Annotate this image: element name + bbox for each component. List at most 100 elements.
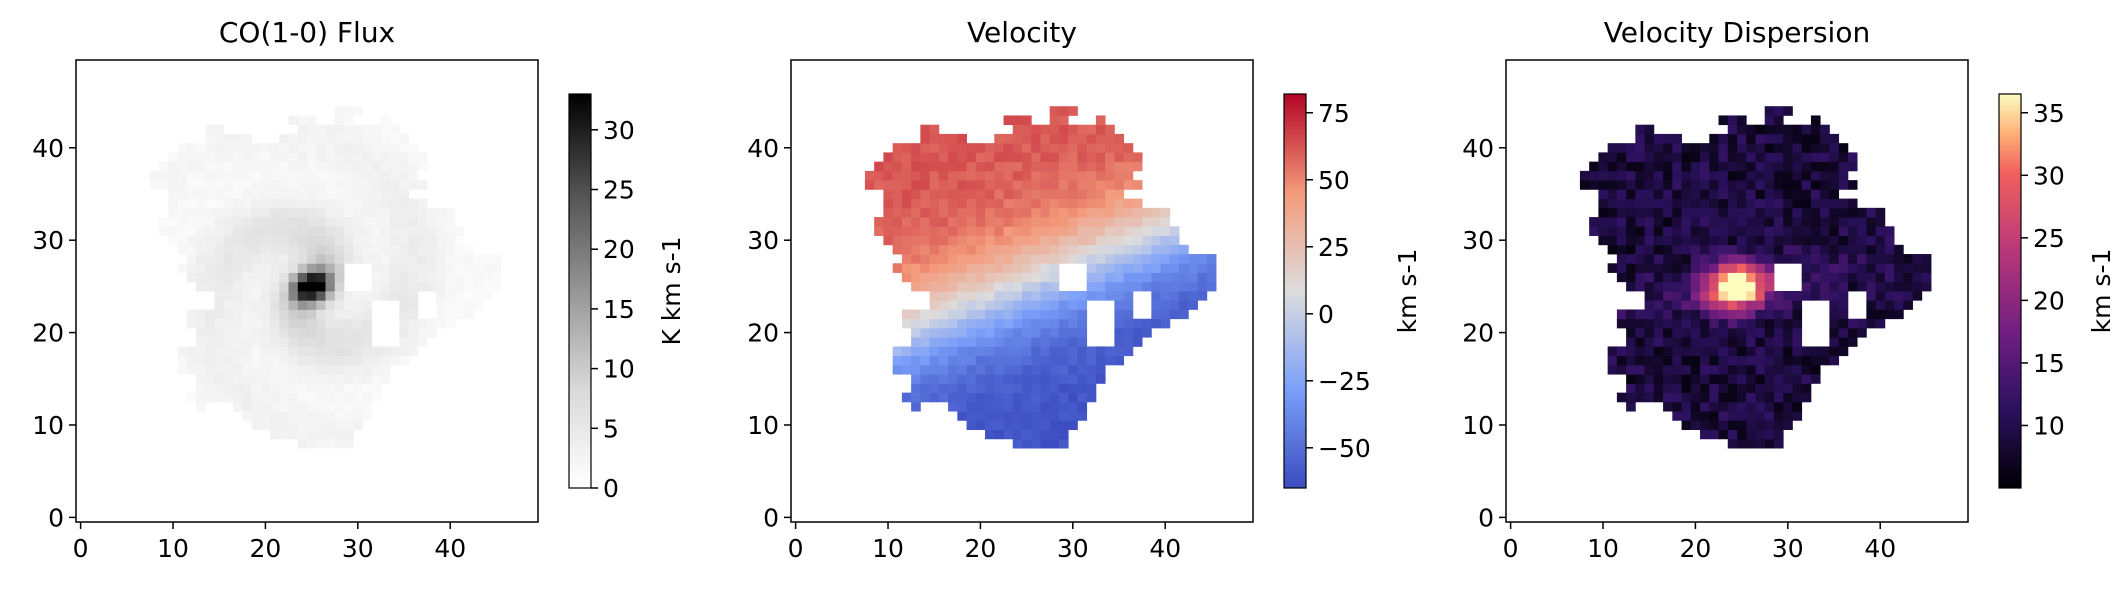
heatmap-cell: [929, 327, 940, 338]
heatmap-cell: [371, 254, 382, 264]
heatmap-cell: [1875, 254, 1886, 264]
heatmap-cell: [1755, 364, 1766, 375]
heatmap-cell: [911, 309, 921, 320]
heatmap-cell: [1773, 374, 1784, 384]
heatmap-cell: [1058, 207, 1069, 218]
heatmap-cell: [1626, 383, 1636, 394]
heatmap-cell: [1690, 143, 1701, 153]
heatmap-cell: [1644, 355, 1655, 366]
heatmap-cell: [1690, 263, 1701, 273]
heatmap-cell: [1607, 217, 1618, 227]
heatmap-cell: [1040, 429, 1051, 440]
heatmap-cell: [279, 189, 289, 199]
heatmap-cell: [1169, 281, 1180, 292]
heatmap-cell: [1681, 318, 1692, 329]
heatmap-cell: [325, 254, 336, 264]
heatmap-cell: [223, 207, 234, 218]
heatmap-cell: [196, 217, 206, 227]
heatmap-cell: [1672, 291, 1682, 301]
heatmap-cell: [362, 327, 373, 338]
heatmap-cell: [196, 226, 206, 236]
heatmap-cell: [1040, 226, 1051, 236]
heatmap-cell: [1709, 207, 1719, 218]
heatmap-cell: [1903, 254, 1913, 264]
heatmap-cell: [1773, 133, 1784, 144]
heatmap-cell: [242, 217, 252, 227]
heatmap-cell: [353, 235, 363, 246]
heatmap-cell: [334, 115, 345, 126]
heatmap-cell: [1764, 263, 1775, 273]
heatmap-cell: [1847, 180, 1858, 190]
heatmap-cell: [1049, 327, 1060, 338]
heatmap-cell: [297, 346, 308, 357]
heatmap-cell: [1709, 235, 1719, 246]
heatmap-cell: [242, 411, 252, 421]
heatmap-cell: [1755, 198, 1766, 209]
heatmap-cell: [1105, 244, 1115, 255]
heatmap-cell: [1095, 133, 1106, 144]
heatmap-cell: [920, 254, 930, 264]
heatmap-cell: [957, 180, 967, 190]
heatmap-cell: [1031, 420, 1041, 430]
heatmap-cell: [390, 152, 400, 163]
heatmap-cell: [316, 374, 326, 384]
heatmap-cell: [1626, 263, 1636, 273]
heatmap-cell: [1160, 217, 1171, 227]
heatmap-cell: [343, 355, 354, 366]
heatmap-cell: [1077, 364, 1088, 375]
heatmap-cell: [1737, 318, 1747, 329]
y-tick-label: 20: [32, 319, 64, 348]
heatmap-cell: [1737, 124, 1747, 135]
heatmap-cell: [1727, 272, 1738, 283]
heatmap-cell: [1810, 207, 1821, 218]
heatmap-cell: [1681, 420, 1692, 430]
heatmap-cell: [1792, 207, 1803, 218]
heatmap-cell: [343, 346, 354, 357]
heatmap-cell: [1105, 189, 1115, 199]
heatmap-cell: [1727, 161, 1738, 172]
heatmap-cell: [390, 124, 400, 135]
heatmap-cell: [362, 364, 373, 375]
heatmap-cell: [1058, 244, 1069, 255]
heatmap-cell: [911, 180, 921, 190]
heatmap-cell: [260, 411, 271, 421]
heatmap-cell: [1810, 124, 1821, 135]
heatmap-cell: [260, 281, 271, 292]
heatmap-cell: [1142, 217, 1152, 227]
heatmap-cell: [1737, 263, 1747, 273]
heatmap-cell: [380, 263, 391, 273]
heatmap-cell: [1095, 189, 1106, 199]
heatmap-cell: [1746, 346, 1756, 357]
heatmap-cell: [1746, 235, 1756, 246]
heatmap-cell: [1857, 244, 1867, 255]
heatmap-cell: [1040, 364, 1051, 375]
heatmap-cell: [920, 207, 930, 218]
heatmap-cell: [1012, 272, 1023, 283]
heatmap-cell: [901, 235, 912, 246]
heatmap-cell: [482, 272, 493, 283]
heatmap-cell: [251, 254, 262, 264]
heatmap-cell: [1653, 291, 1664, 301]
heatmap-cell: [1040, 411, 1051, 421]
heatmap-cell: [251, 300, 262, 310]
heatmap-cell: [948, 309, 958, 320]
heatmap-cell: [1003, 429, 1014, 440]
heatmap-cell: [966, 420, 977, 430]
heatmap-cell: [1820, 170, 1830, 181]
heatmap-cell: [270, 180, 280, 190]
heatmap-cell: [966, 309, 977, 320]
heatmap-cell: [1058, 309, 1069, 320]
heatmap-cell: [1783, 401, 1793, 412]
heatmap-cell: [1031, 383, 1041, 394]
heatmap-cell: [1681, 401, 1692, 412]
heatmap-cell: [343, 401, 354, 412]
heatmap-cell: [1132, 235, 1143, 246]
heatmap-cell: [380, 124, 391, 135]
heatmap-cell: [353, 207, 363, 218]
heatmap-cell: [966, 198, 977, 209]
heatmap-cell: [1142, 318, 1152, 329]
heatmap-cell: [297, 374, 308, 384]
heatmap-cell: [1718, 180, 1729, 190]
heatmap-cell: [1746, 401, 1756, 412]
